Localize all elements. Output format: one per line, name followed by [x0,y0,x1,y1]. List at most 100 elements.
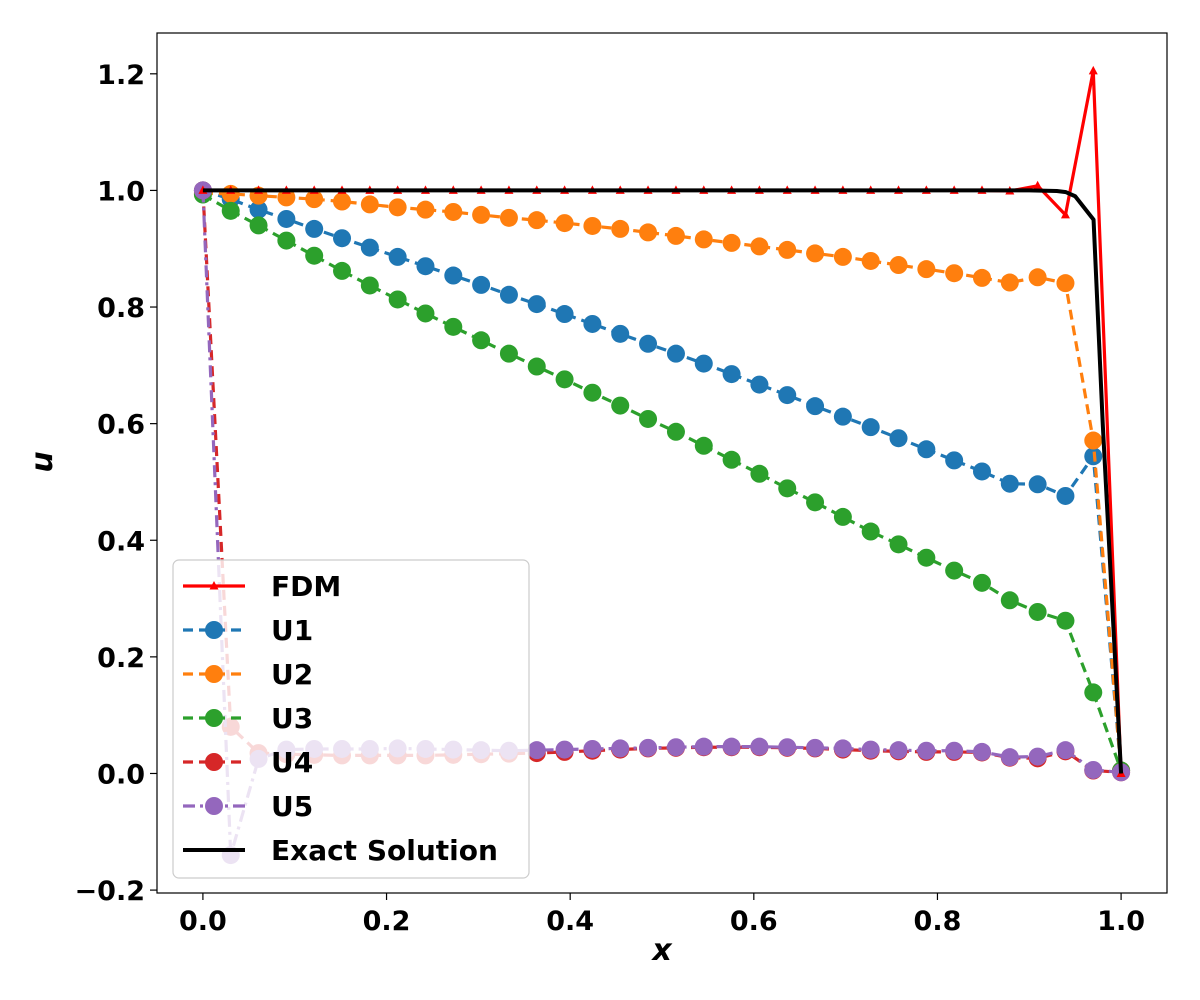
y-axis-label: u [25,451,60,472]
data-point-u3 [1056,611,1075,630]
data-point-u1 [611,324,630,343]
y-tick-label: −0.2 [75,876,145,907]
legend-marker [205,753,223,771]
data-point-u3 [333,261,352,280]
data-point-u1 [388,247,407,266]
data-point-u5 [917,741,936,760]
legend-entry-u5: U5 [183,790,313,823]
data-point-u3 [666,422,685,441]
x-axis-ticks: 0.0 0.2 0.4 0.6 0.8 1.0 [179,893,1145,937]
data-point-u2 [945,264,964,283]
data-point-u2 [1000,273,1019,292]
y-tick-label: 0.4 [97,526,145,557]
series-u1 [193,181,1131,780]
data-point-u2 [444,202,463,221]
data-point-u1 [416,257,435,276]
data-point-u5 [639,738,658,757]
legend-entry-u2: U2 [183,658,313,691]
y-tick-label: 1.0 [97,176,145,207]
x-tick-label: 0.6 [730,906,778,937]
data-point-u2 [472,205,491,224]
data-point-u2 [833,247,852,266]
data-point-u2 [277,188,296,207]
data-point-fdm [1088,65,1098,75]
data-point-u3 [945,561,964,580]
y-tick-label: 0.2 [97,643,145,674]
y-tick-label: 0.6 [97,410,145,441]
legend-label: Exact Solution [271,834,498,867]
data-point-u1 [277,209,296,228]
y-tick-label: 0.8 [97,293,145,324]
data-point-u3 [806,493,825,512]
data-point-u3 [444,317,463,336]
data-point-fdm [1033,180,1043,190]
data-point-u2 [1056,274,1075,293]
legend-label: FDM [271,570,341,603]
data-point-u3 [778,479,797,498]
data-point-u2 [333,192,352,211]
data-point-u5 [527,741,546,760]
data-point-u3 [360,276,379,295]
data-point-u3 [722,450,741,469]
series-exact-solution [202,188,1124,774]
data-point-u1 [972,462,991,481]
data-point-u3 [889,535,908,554]
data-point-u2 [388,198,407,217]
legend-label: U2 [271,658,313,691]
x-tick-label: 0.4 [546,906,594,937]
data-point-u1 [444,266,463,285]
data-point-u1 [750,375,769,394]
data-point-u5 [750,737,769,756]
data-point-u5 [694,737,713,756]
data-point-u2 [527,211,546,230]
data-point-u5 [972,742,991,761]
data-point-u3 [1000,591,1019,610]
data-point-u1 [527,295,546,314]
data-point-u5 [1084,760,1103,779]
series-line-u3 [202,193,1123,772]
data-point-u3 [388,290,407,309]
data-point-u5 [1000,748,1019,767]
data-point-u2 [750,237,769,256]
data-point-u5 [722,737,741,756]
y-tick-label: 0.0 [97,759,145,790]
legend-marker [205,709,223,727]
data-point-u3 [305,246,324,265]
data-point-u2 [917,260,936,279]
y-axis-ticks: −0.2 0.0 0.2 0.4 0.6 0.8 1.0 1.2 [75,60,157,907]
legend-marker [205,665,223,683]
data-point-u1 [945,451,964,470]
data-point-u2 [305,190,324,209]
data-point-u1 [833,407,852,426]
data-point-u5 [778,738,797,757]
legend-label: U5 [271,790,313,823]
x-tick-label: 1.0 [1097,906,1145,937]
data-point-u3 [1028,602,1047,621]
data-point-u1 [555,305,574,324]
legend-entry-u3: U3 [183,702,313,735]
series-line-u5 [201,190,1122,857]
y-tick-label: 1.2 [97,60,145,91]
data-point-u1 [499,285,518,304]
data-point-u3 [527,357,546,376]
data-point-u3 [583,383,602,402]
legend-label: U3 [271,702,313,735]
legend-marker [205,797,223,815]
data-point-u2 [416,200,435,219]
data-point-u2 [1084,431,1103,450]
data-point-u2 [694,230,713,249]
x-tick-label: 0.2 [363,906,411,937]
data-point-u2 [583,216,602,235]
data-point-u3 [861,522,880,541]
data-point-u3 [639,409,658,428]
data-point-u2 [611,219,630,238]
data-point-u2 [360,195,379,214]
x-tick-label: 0.0 [179,906,227,937]
data-point-u2 [666,226,685,245]
data-point-u1 [472,275,491,294]
data-point-u3 [221,201,240,220]
data-point-u5 [1028,747,1047,766]
data-point-u1 [778,386,797,405]
data-point-u2 [861,251,880,270]
